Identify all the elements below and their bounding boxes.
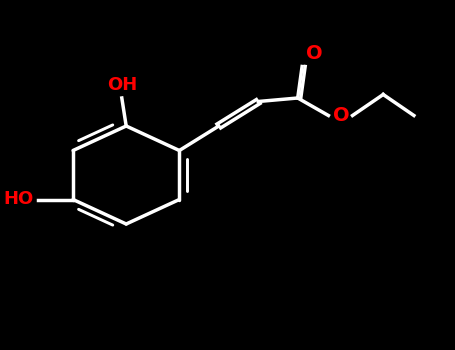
- Text: O: O: [333, 106, 349, 125]
- Text: O: O: [307, 44, 323, 63]
- Text: HO: HO: [3, 190, 34, 209]
- Text: OH: OH: [106, 77, 137, 95]
